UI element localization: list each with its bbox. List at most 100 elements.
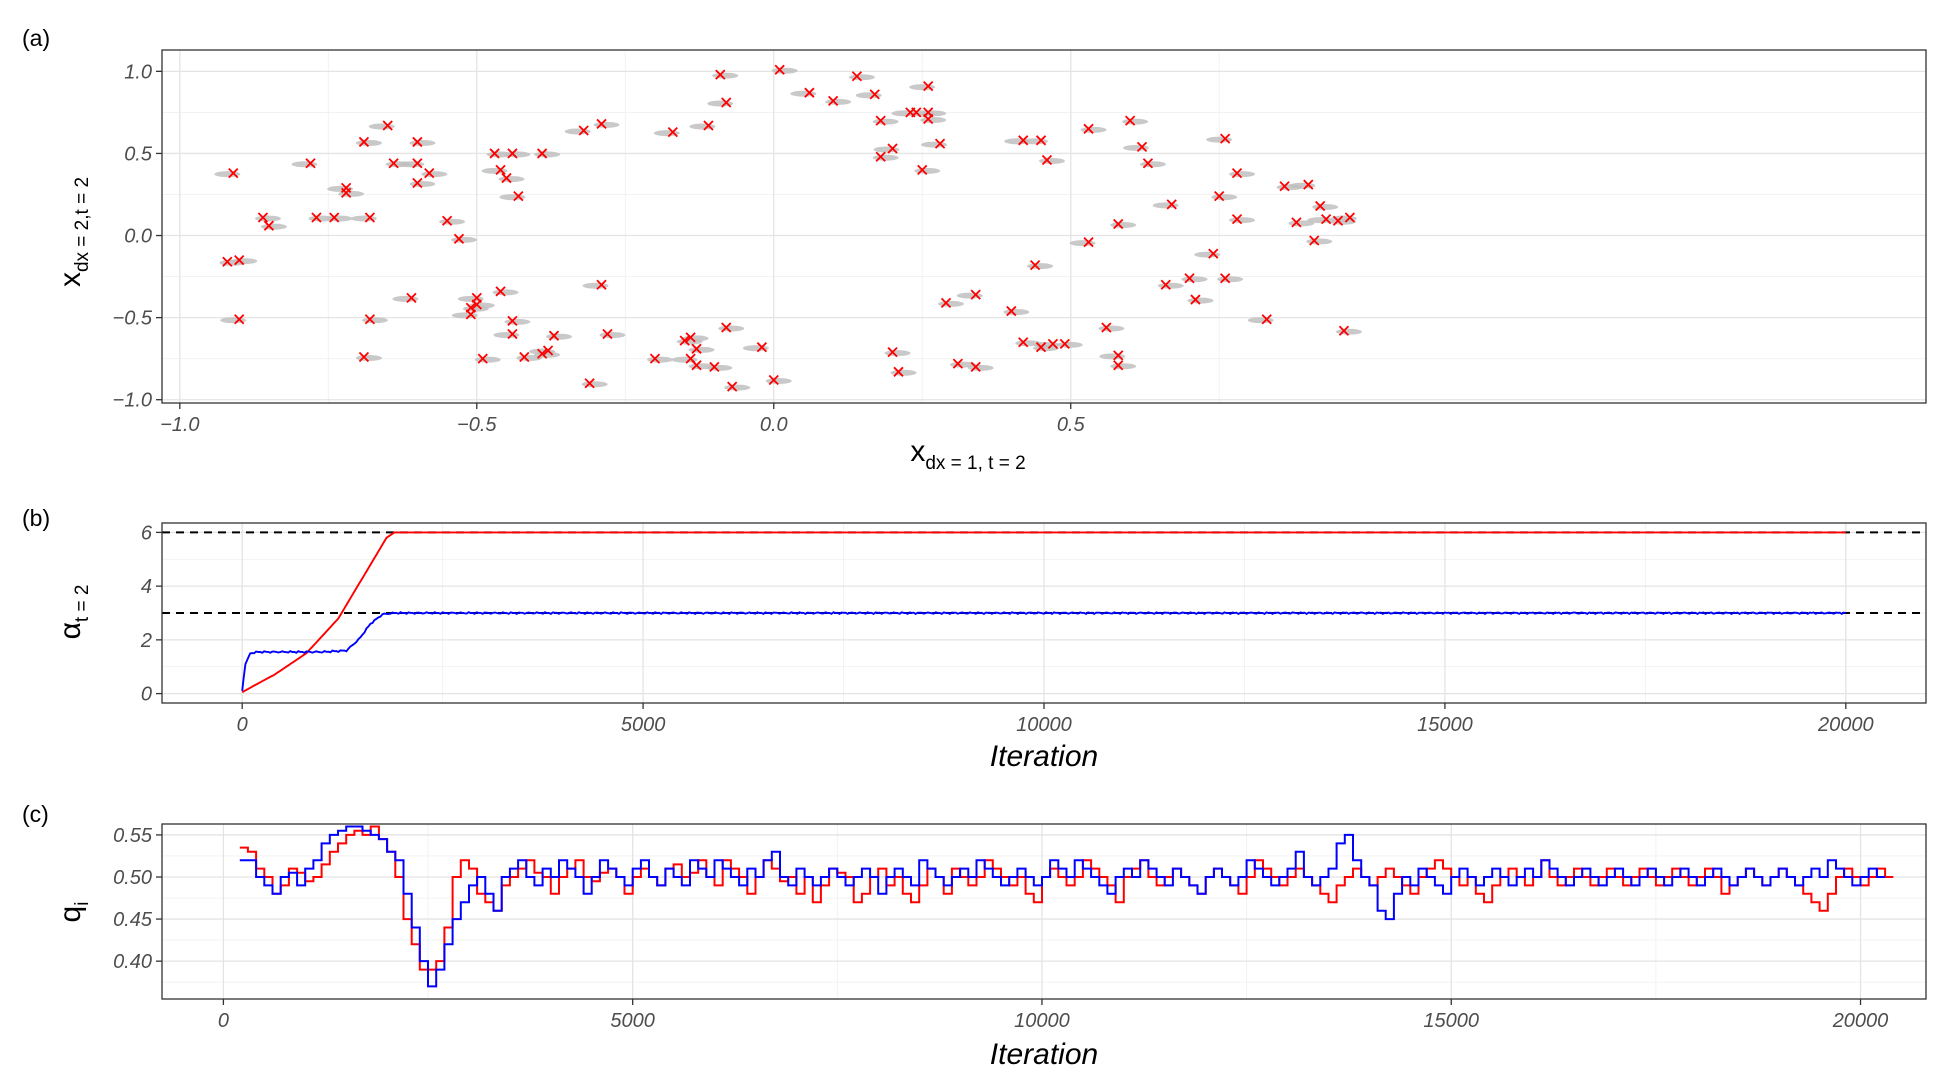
point-marker (1220, 273, 1231, 284)
y-tick-label-b: 2 (140, 630, 152, 652)
point-marker (507, 328, 518, 340)
marker-stroke (453, 233, 465, 244)
point-marker (1208, 248, 1219, 259)
point-marker (703, 120, 714, 131)
marker-stroke (495, 164, 506, 175)
marker-stroke (519, 351, 530, 363)
marker-stroke (1338, 325, 1350, 336)
marker-stroke (970, 361, 981, 373)
x-tick-label-b: 0 (237, 714, 248, 736)
point-marker (234, 314, 245, 325)
y-tick-label-c: 0.55 (113, 825, 153, 847)
marker-stroke (222, 256, 233, 267)
point-marker (1338, 325, 1350, 336)
point-marker (917, 164, 928, 175)
marker-stroke (940, 297, 952, 308)
marker-stroke (471, 299, 482, 310)
marker-stroke (869, 89, 880, 100)
marker-stroke (768, 374, 779, 386)
marker-stroke (542, 345, 554, 356)
y-axis-title-a-main: x (54, 272, 87, 287)
point-marker (685, 332, 696, 343)
marker-stroke (1214, 190, 1225, 202)
point-marker (1231, 168, 1243, 179)
marker-stroke (1142, 158, 1154, 169)
marker-stroke (715, 69, 726, 80)
marker-stroke (477, 353, 488, 364)
marker-stroke (667, 126, 678, 138)
marker-stroke (917, 164, 928, 175)
marker-stroke (1035, 135, 1047, 146)
point-marker (1166, 199, 1177, 210)
marker-stroke (340, 187, 352, 198)
marker-stroke (501, 172, 512, 184)
point-marker (721, 322, 732, 333)
marker-stroke (727, 381, 738, 392)
plot-frame-a (161, 49, 1927, 404)
point-marker (851, 71, 863, 82)
point-marker (358, 351, 370, 363)
point-marker (257, 212, 269, 223)
x-axis-ticks-b: 0 5000 10000 15000 20000 (237, 703, 1874, 736)
point-marker (691, 360, 702, 371)
marker-stroke (828, 95, 839, 107)
y-axis-title-c-main: q (54, 906, 87, 923)
point-marker (1332, 215, 1344, 226)
marker-stroke (412, 136, 423, 148)
y-axis-title-c-sub: i (72, 902, 93, 906)
marker-stroke (1332, 215, 1344, 226)
point-marker (1083, 236, 1094, 248)
marker-stroke (691, 360, 702, 371)
marker-stroke (1231, 213, 1243, 225)
series-line-red (241, 531, 1846, 694)
plot-frame-c (161, 823, 1927, 1000)
marker-stroke (952, 358, 964, 369)
y-tick-label-a: 0.5 (124, 143, 153, 165)
point-marker (1018, 337, 1029, 348)
point-marker (519, 351, 530, 363)
marker-stroke (584, 378, 595, 389)
x-tick-label-c: 5000 (610, 1010, 655, 1032)
point-marker (584, 378, 595, 389)
series-c (239, 825, 1894, 988)
point-marker (542, 345, 554, 356)
marker-stroke (875, 151, 886, 162)
marker-stroke (1344, 212, 1356, 223)
point-marker (774, 64, 785, 75)
x-axis-title-b: Iteration (990, 740, 1098, 773)
marker-stroke (507, 315, 518, 327)
marker-stroke (685, 353, 696, 364)
y-tick-label-b: 0 (141, 684, 152, 706)
marker-stroke (1006, 305, 1017, 317)
marker-stroke (536, 148, 548, 159)
marker-stroke (1166, 199, 1177, 210)
marker-stroke (1309, 235, 1320, 246)
y-tick-label-a: −1.0 (113, 390, 152, 412)
point-marker (1059, 338, 1070, 350)
point-marker (602, 328, 613, 340)
marker-stroke (1315, 200, 1326, 212)
marker-stroke (596, 279, 607, 290)
point-marker (1083, 123, 1094, 134)
marker-stroke (234, 255, 245, 266)
marker-stroke (1083, 123, 1094, 134)
x-axis-title-a-sub: dx = 1, t = 2 (925, 453, 1025, 474)
y-axis-ticks-b: 0 2 4 6 (140, 522, 162, 706)
point-marker (887, 346, 898, 358)
marker-stroke (311, 212, 322, 223)
marker-stroke (1231, 168, 1243, 179)
point-marker (364, 212, 376, 223)
point-marker (1018, 135, 1029, 146)
point-marker (667, 126, 678, 138)
marker-stroke (1291, 217, 1302, 228)
point-marker (1214, 190, 1225, 202)
marker-stroke (1279, 181, 1290, 192)
point-marker (477, 353, 488, 364)
point-marker (424, 168, 435, 179)
point-marker (1113, 350, 1124, 361)
point-marker (756, 342, 768, 353)
marker-stroke (382, 120, 393, 131)
point-marker (536, 348, 548, 359)
point-marker (875, 151, 886, 162)
x-tick-label-b: 15000 (1417, 714, 1473, 736)
